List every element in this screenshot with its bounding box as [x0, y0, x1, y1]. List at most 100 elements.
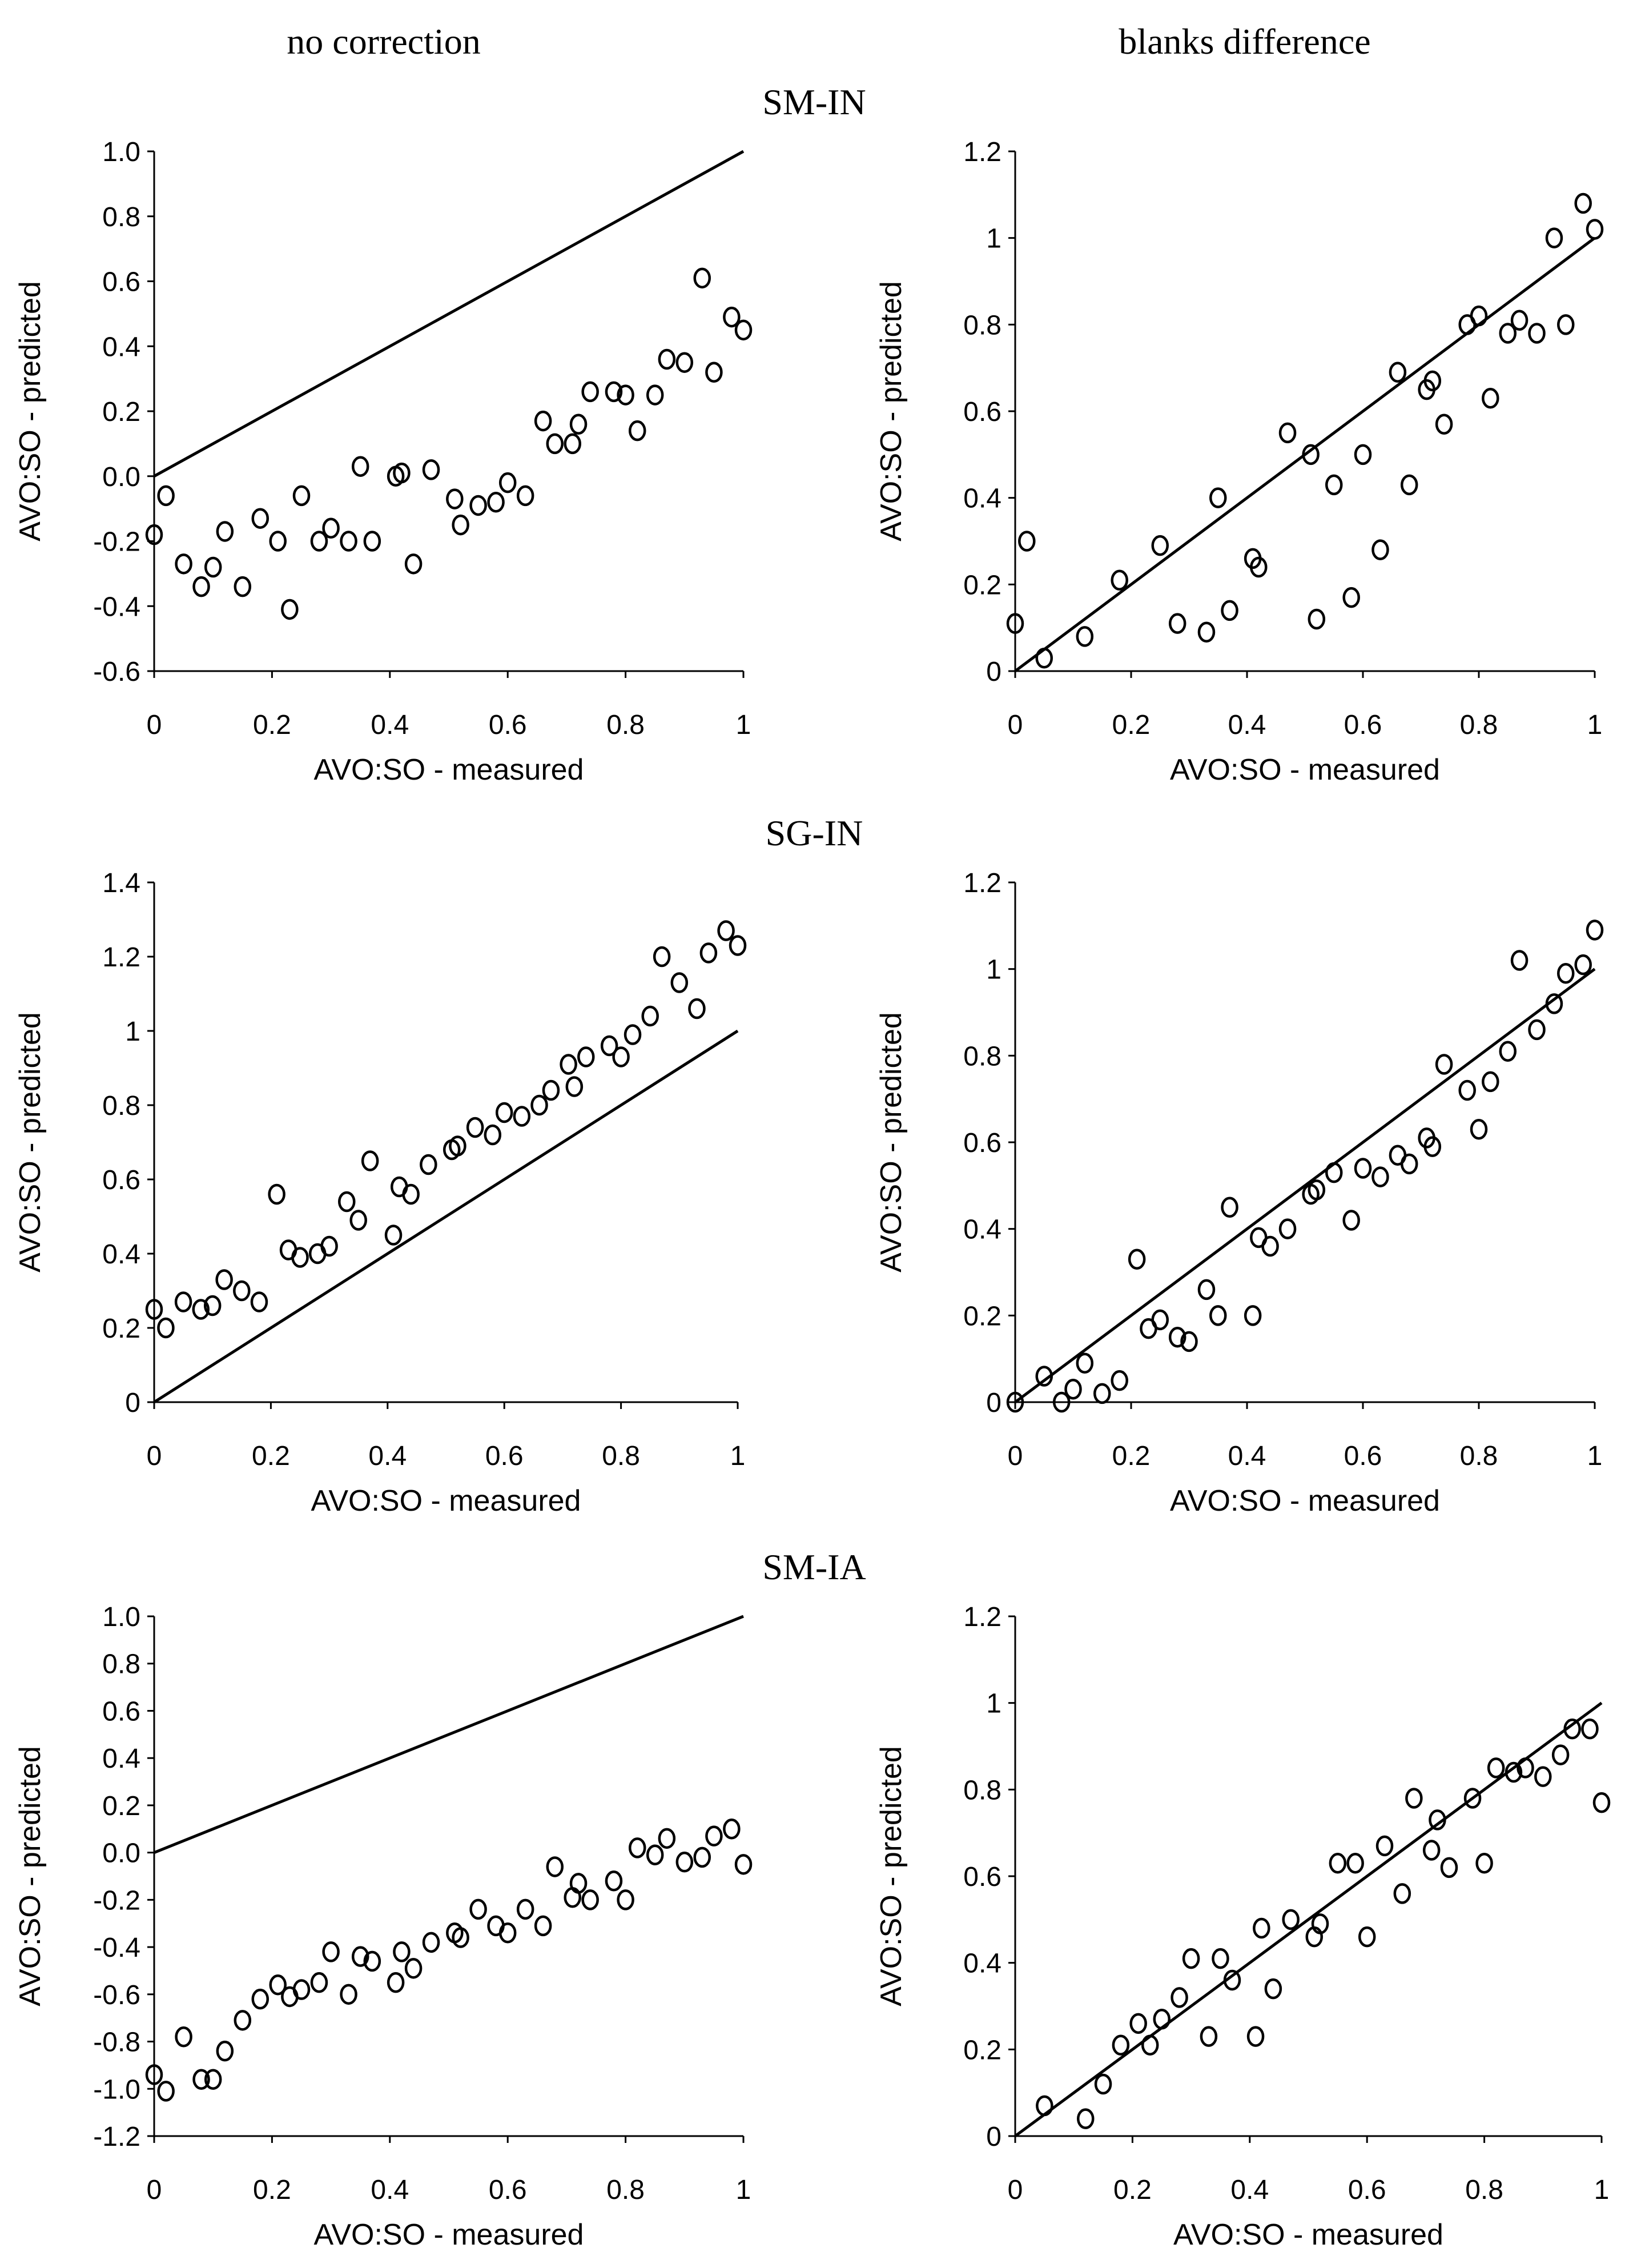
data-point	[1528, 1019, 1546, 1041]
data-point	[565, 1076, 584, 1097]
data-point	[291, 1247, 309, 1268]
y-tick-label: 1	[125, 1017, 140, 1047]
data-point	[717, 920, 735, 941]
data-point	[1111, 569, 1128, 591]
data-point	[1182, 1948, 1200, 1969]
y-tick-label: 1.4	[102, 868, 140, 898]
data-point	[1375, 1835, 1394, 1857]
data-point	[1586, 920, 1604, 941]
data-point	[546, 433, 564, 455]
x-tick-label: 0.4	[371, 710, 409, 740]
data-point	[1528, 323, 1546, 344]
data-point	[560, 1054, 577, 1075]
x-tick-label: 0.2	[252, 1441, 290, 1471]
data-point	[693, 1846, 711, 1868]
x-tick-label: 0.4	[1228, 710, 1266, 740]
x-tick-label: 0.6	[1344, 710, 1382, 740]
data-point	[1557, 314, 1575, 335]
data-point	[1499, 1041, 1517, 1062]
y-tick-label: 1.2	[963, 868, 1001, 898]
data-point	[734, 319, 753, 341]
data-point	[1475, 1853, 1493, 1874]
data-point	[1400, 474, 1418, 496]
data-point	[466, 1117, 484, 1138]
data-point	[498, 472, 517, 493]
y-axis-label: AVO:SO - predicted	[14, 281, 47, 541]
x-tick-label: 0.4	[1230, 2175, 1269, 2205]
y-tick-label: 0.4	[102, 1239, 140, 1270]
row-title-sm-ia: SM-IA	[762, 1547, 866, 1587]
data-point	[1435, 1054, 1453, 1075]
data-point	[234, 576, 252, 597]
data-point	[1006, 613, 1024, 634]
x-tick-label: 1	[736, 2175, 751, 2205]
data-point	[204, 2069, 222, 2090]
data-point	[234, 2010, 252, 2031]
x-tick-label: 0.6	[485, 1441, 524, 1471]
data-point	[452, 514, 469, 536]
x-tick-label: 0.8	[606, 2175, 645, 2205]
x-tick-label: 0.8	[1465, 2175, 1503, 2205]
data-point	[675, 352, 694, 373]
x-tick-label: 0.8	[606, 710, 645, 740]
x-tick-label: 1	[1587, 710, 1603, 740]
row-title-sm-in: SM-IN	[762, 82, 866, 122]
data-point	[1423, 370, 1442, 392]
data-point	[449, 1135, 466, 1157]
data-point	[1076, 626, 1094, 647]
data-point	[1510, 950, 1529, 971]
reference-line	[1014, 1701, 1603, 2138]
x-tick-label: 0.8	[602, 1441, 640, 1471]
y-tick-label: -0.2	[93, 527, 140, 557]
reference-line	[1014, 968, 1596, 1404]
data-point	[269, 531, 287, 552]
data-point	[699, 942, 718, 964]
y-tick-label: -0.6	[93, 657, 140, 687]
y-tick-label: -1.0	[93, 2074, 140, 2105]
data-point	[1517, 1757, 1534, 1779]
data-point	[628, 1837, 646, 1858]
data-point	[292, 1979, 311, 2000]
data-point	[1250, 556, 1268, 578]
data-point	[349, 1210, 367, 1231]
data-point	[1006, 1391, 1024, 1413]
chart-sg-in-blanks-difference: 0 0.2 0.4 0.6 0.8 1 1.2 0 0.2 0.4 0.6 0.8 1 AVO:SO - …	[875, 868, 1604, 1518]
data-point	[1209, 487, 1227, 508]
data-point	[542, 1079, 560, 1101]
y-tick-label: 0.2	[963, 2035, 1001, 2065]
data-point	[310, 1972, 328, 1993]
x-axis-label: AVO:SO - measured	[1173, 2218, 1443, 2251]
x-axis-label: AVO:SO - measured	[1170, 1484, 1440, 1518]
x-tick-label: 1	[730, 1441, 746, 1471]
data-point	[1557, 963, 1575, 984]
data-point	[157, 1317, 175, 1339]
data-point	[1422, 1840, 1441, 1861]
data-point	[1405, 1788, 1423, 1809]
data-point	[1354, 444, 1372, 465]
y-tick-label: 0	[986, 1388, 1001, 1418]
data-point	[145, 524, 163, 545]
x-tick-label: 0.6	[489, 2175, 527, 2205]
data-point	[387, 1972, 405, 1993]
reference-line	[153, 150, 745, 477]
data-point	[1221, 1197, 1238, 1218]
data-point	[320, 1235, 338, 1257]
data-point	[204, 556, 222, 578]
data-point	[495, 1102, 513, 1123]
data-point	[1354, 1158, 1372, 1179]
data-point	[1141, 2034, 1159, 2056]
data-point	[1487, 1757, 1505, 1779]
data-point	[1093, 1383, 1111, 1404]
y-tick-label: 1.2	[963, 1602, 1001, 1632]
chart-sm-in-no-correction: -0.6 -0.4 -0.2 0.0 0.2 0.4 0.6 0.8 1.0 0 0.2 0.4 0.6…	[14, 137, 753, 786]
data-point	[1209, 1305, 1227, 1326]
data-point	[1311, 1913, 1329, 1934]
y-tick-label: 1	[986, 224, 1001, 254]
data-point	[203, 1295, 222, 1316]
data-point	[600, 1035, 618, 1057]
data-point	[351, 1946, 369, 1967]
column-title-blanks-difference: blanks difference	[1119, 21, 1370, 62]
data-point	[1329, 1853, 1347, 1874]
x-tick-label: 0.4	[368, 1441, 407, 1471]
y-tick-label: 0.2	[102, 397, 140, 427]
